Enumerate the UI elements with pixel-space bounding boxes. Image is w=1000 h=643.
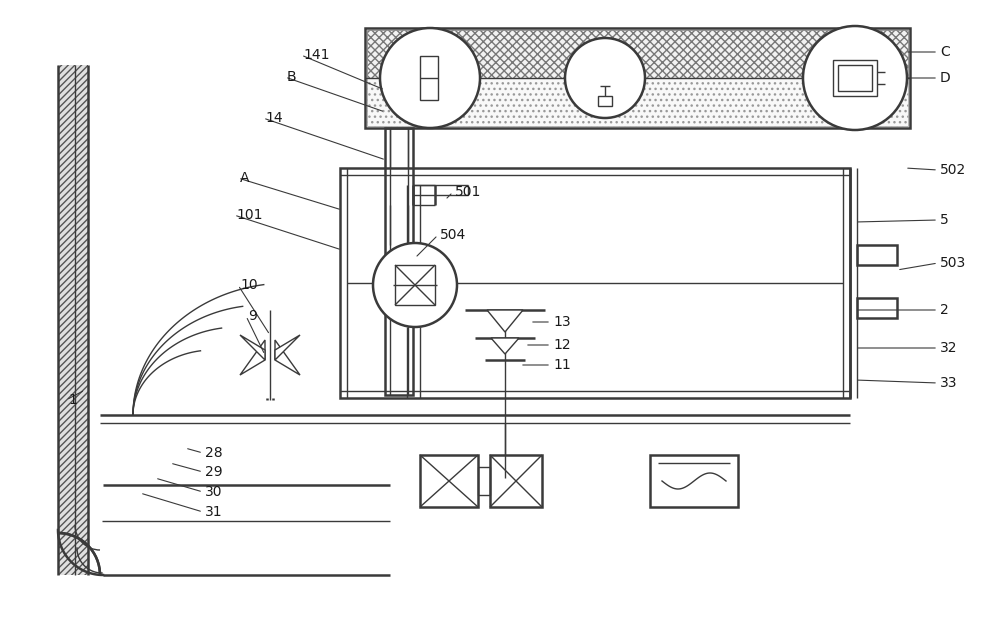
Bar — [490, 455, 542, 507]
Bar — [838, 65, 872, 91]
Bar — [833, 60, 877, 96]
Text: 10: 10 — [240, 278, 258, 292]
Text: A: A — [240, 171, 250, 185]
Polygon shape — [275, 340, 300, 375]
Text: 28: 28 — [205, 446, 223, 460]
Text: B: B — [287, 70, 297, 84]
Text: 32: 32 — [940, 341, 958, 355]
Bar — [420, 56, 438, 100]
Text: 101: 101 — [236, 208, 262, 222]
Text: 11: 11 — [553, 358, 571, 372]
Bar — [598, 96, 612, 106]
Text: 29: 29 — [205, 465, 223, 479]
Polygon shape — [275, 335, 300, 360]
Text: 33: 33 — [940, 376, 958, 390]
Bar — [395, 265, 435, 305]
Bar — [650, 455, 738, 507]
Circle shape — [565, 38, 645, 118]
Circle shape — [803, 26, 907, 130]
Bar — [478, 467, 490, 495]
Text: 141: 141 — [303, 48, 330, 62]
Text: 2: 2 — [940, 303, 949, 317]
Circle shape — [380, 28, 480, 128]
Bar — [420, 455, 478, 507]
Polygon shape — [487, 310, 523, 332]
Bar — [367, 30, 908, 78]
Text: 12: 12 — [553, 338, 571, 352]
Text: 13: 13 — [553, 315, 571, 329]
Polygon shape — [240, 335, 265, 360]
Text: D: D — [940, 71, 951, 85]
Text: 504: 504 — [440, 228, 466, 242]
Text: 503: 503 — [940, 256, 966, 270]
Polygon shape — [491, 338, 519, 354]
Bar — [367, 78, 908, 126]
Text: 31: 31 — [205, 505, 223, 519]
Text: 5: 5 — [940, 213, 949, 227]
Bar — [385, 128, 413, 395]
Text: C: C — [940, 45, 950, 59]
Text: 501: 501 — [455, 185, 481, 199]
Text: 502: 502 — [940, 163, 966, 177]
Bar — [857, 245, 897, 265]
Text: 30: 30 — [205, 485, 222, 499]
Polygon shape — [240, 340, 265, 375]
Bar — [340, 168, 850, 398]
Text: 9: 9 — [248, 309, 257, 323]
Bar — [58, 65, 88, 575]
Text: 1: 1 — [68, 393, 77, 407]
Text: 14: 14 — [265, 111, 283, 125]
Bar — [857, 298, 897, 318]
Circle shape — [373, 243, 457, 327]
Bar — [365, 28, 910, 128]
